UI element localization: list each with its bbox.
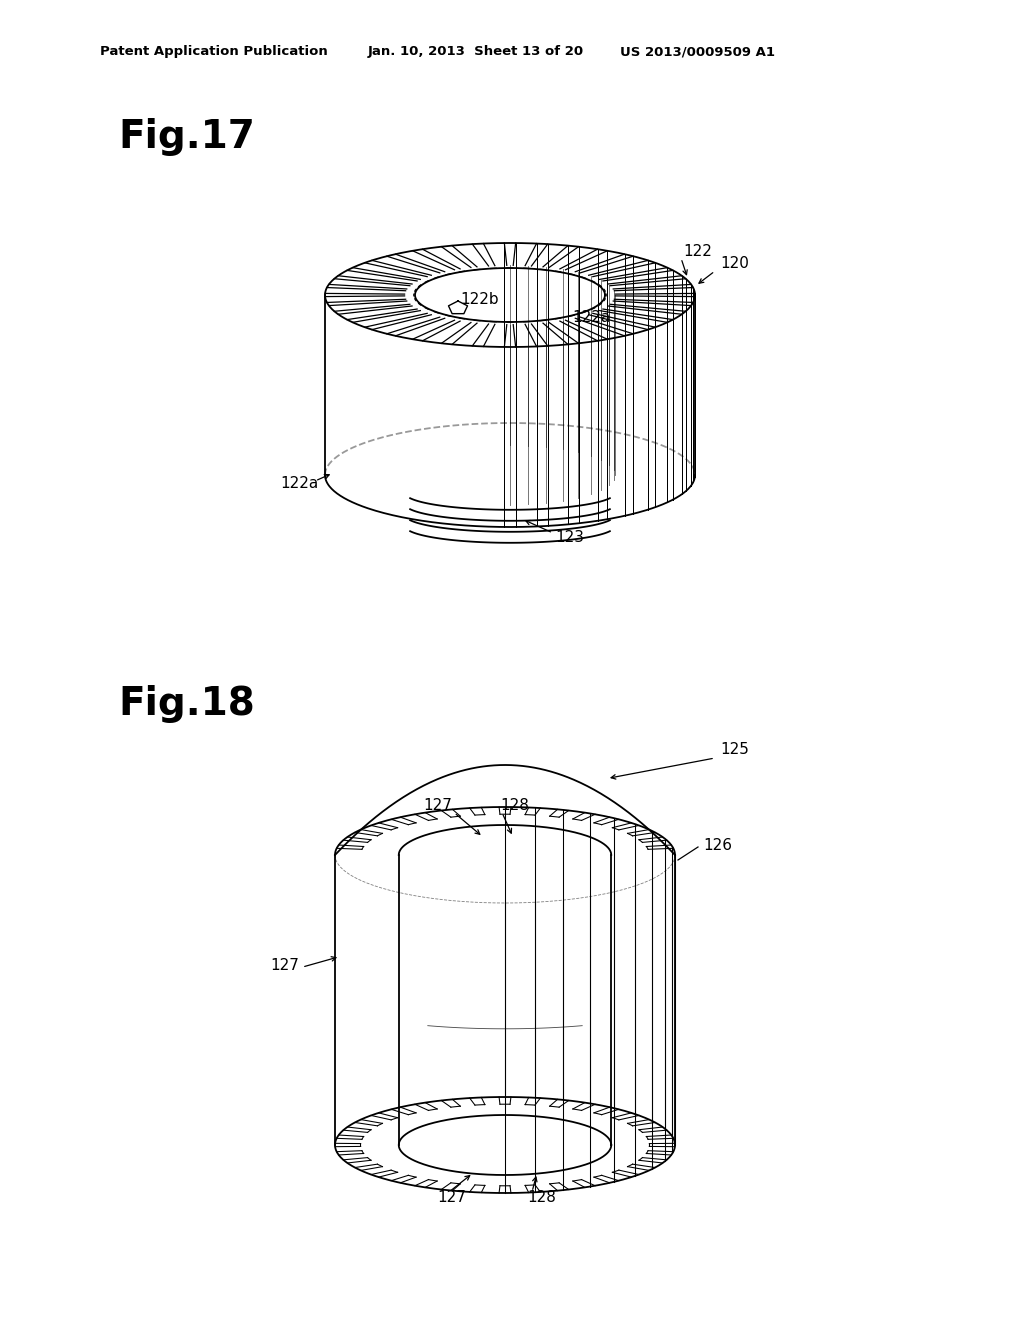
Text: 122: 122 xyxy=(683,243,712,259)
Text: Patent Application Publication: Patent Application Publication xyxy=(100,45,328,58)
Text: 120: 120 xyxy=(720,256,749,271)
Text: 127: 127 xyxy=(437,1189,466,1204)
Text: US 2013/0009509 A1: US 2013/0009509 A1 xyxy=(620,45,775,58)
Text: Fig.17: Fig.17 xyxy=(118,117,255,156)
Text: 122a: 122a xyxy=(280,475,318,491)
Text: 128: 128 xyxy=(500,799,528,813)
Text: 122a: 122a xyxy=(572,309,610,325)
Text: 122b: 122b xyxy=(460,293,499,308)
Text: Fig.18: Fig.18 xyxy=(118,685,255,723)
Text: 127: 127 xyxy=(270,958,299,973)
Text: Jan. 10, 2013  Sheet 13 of 20: Jan. 10, 2013 Sheet 13 of 20 xyxy=(368,45,584,58)
Text: 125: 125 xyxy=(720,742,749,758)
Text: 127: 127 xyxy=(423,799,452,813)
Text: 123: 123 xyxy=(555,529,584,544)
Text: 126: 126 xyxy=(703,837,732,853)
Text: 128: 128 xyxy=(527,1189,556,1204)
